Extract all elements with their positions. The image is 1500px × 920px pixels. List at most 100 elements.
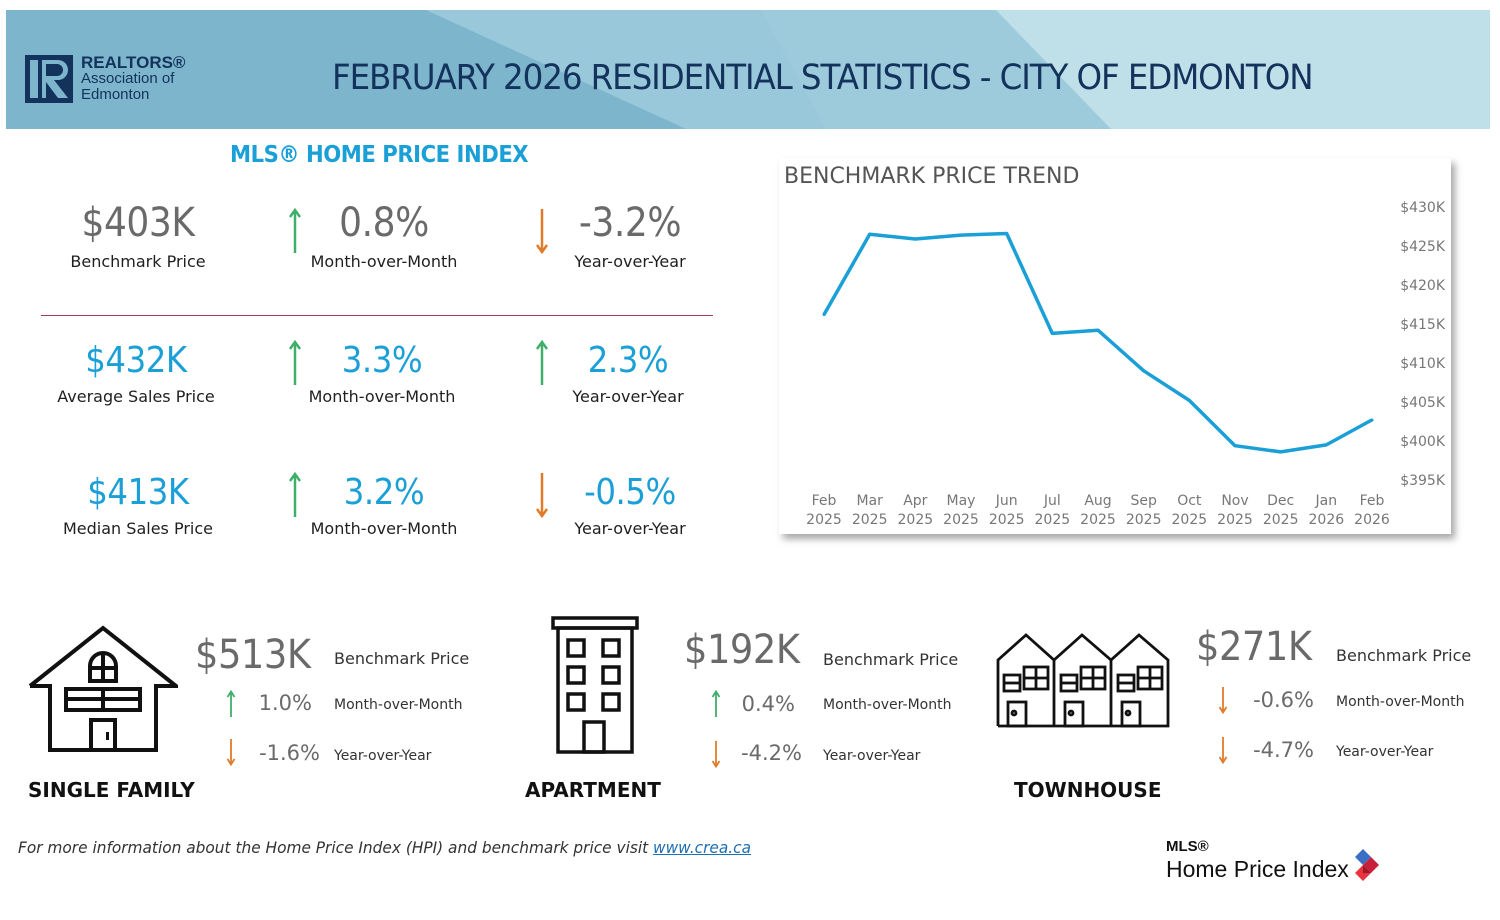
x-tick-label: Jun 2025: [989, 493, 1025, 528]
data-point: [1096, 328, 1100, 332]
benchmark-yoy-label: Year-over-Year: [574, 252, 686, 271]
benchmark-mom-label: Month-over-Month: [310, 252, 458, 271]
apartment-name: APARTMENT: [525, 778, 661, 802]
chart-canvas: BENCHMARK PRICE TREND $430K $425K $420K $41…: [784, 164, 1446, 528]
realtor-r-icon: [25, 55, 73, 103]
y-tick-label: $400K: [1400, 434, 1446, 450]
arrow-down-icon: [535, 473, 549, 518]
data-point: [959, 233, 963, 237]
data-point: [1050, 331, 1054, 335]
average-yoy-label: Year-over-Year: [572, 387, 684, 406]
median-price-label: Median Sales Price: [63, 519, 213, 538]
single-family-panel: $513K Benchmark Price 1.0% Month-over-Mo…: [0, 600, 490, 810]
y-tick-label: $410K: [1400, 356, 1446, 372]
average-price-value: $432K: [85, 340, 187, 381]
realtors-logo: REALTORS® Association of Edmonton: [25, 53, 186, 103]
townhouse-mom-label: Month-over-Month: [1336, 694, 1465, 710]
data-point: [913, 237, 917, 241]
footer-note: For more information about the Home Pric…: [18, 838, 751, 857]
benchmark-price-stat: $403K Benchmark Price: [48, 200, 228, 271]
arrow-down-icon: [1218, 687, 1228, 714]
hpi-diamond-icon: [1354, 849, 1379, 881]
page-title: FEBRUARY 2026 RESIDENTIAL STATISTICS - C…: [332, 58, 1314, 98]
y-tick-label: $430K: [1400, 200, 1446, 216]
logo-line-1: REALTORS®: [81, 53, 186, 72]
apartment-price-label: Benchmark Price: [823, 650, 959, 669]
x-tick-label: Oct 2025: [1172, 493, 1208, 528]
single-family-price-label: Benchmark Price: [334, 649, 470, 668]
arrow-down-icon: [535, 209, 549, 254]
y-tick-label: $425K: [1400, 239, 1446, 255]
data-point: [1233, 444, 1237, 448]
townhouse-panel: $271K Benchmark Price -0.6% Month-over-M…: [980, 600, 1490, 810]
townhouse-mom-value: -0.6%: [1253, 688, 1314, 712]
average-mom-stat: 3.3% Month-over-Month: [292, 340, 472, 406]
median-mom-label: Month-over-Month: [310, 519, 458, 538]
townhouse-yoy-label: Year-over-Year: [1336, 744, 1434, 760]
apartment-mom-value: 0.4%: [741, 692, 795, 716]
townhouse-row-icon: [996, 633, 1170, 728]
arrow-up-icon: [288, 472, 302, 517]
benchmark-trend-chart: BENCHMARK PRICE TREND $430K $425K $420K $41…: [779, 158, 1451, 534]
arrow-up-icon: [288, 208, 302, 253]
x-tick-label: May 2025: [943, 493, 979, 528]
arrow-up-icon: [711, 690, 721, 717]
chart-title: BENCHMARK PRICE TREND: [784, 164, 1079, 189]
data-point: [1324, 443, 1328, 447]
townhouse-price-label: Benchmark Price: [1336, 646, 1472, 665]
benchmark-price-value: $403K: [81, 200, 195, 246]
data-point: [1142, 369, 1146, 373]
townhouse-price: $271K: [1196, 624, 1312, 670]
arrow-up-icon: [535, 340, 549, 385]
single-family-mom-value: 1.0%: [258, 691, 312, 715]
benchmark-mom-stat: 0.8% Month-over-Month: [294, 200, 474, 271]
x-tick-label: Aug 2025: [1080, 493, 1116, 528]
single-family-name: SINGLE FAMILY: [28, 778, 195, 802]
section-divider: [41, 315, 713, 316]
series-group: [822, 231, 1374, 454]
townhouse-yoy-value: -4.7%: [1253, 738, 1314, 762]
apartment-panel: $192K Benchmark Price 0.4% Month-over-Mo…: [490, 600, 980, 810]
y-tick-label: $415K: [1400, 317, 1446, 333]
logo-line-3: Edmonton: [81, 86, 150, 103]
crea-link[interactable]: www.crea.ca: [653, 838, 752, 857]
apartment-yoy-value: -4.2%: [741, 741, 802, 765]
mls-logo-line-2: Home Price Index: [1166, 855, 1349, 882]
data-point: [1370, 418, 1374, 422]
x-tick-label: Dec 2025: [1263, 493, 1299, 528]
x-tick-label: Feb 2026: [1354, 493, 1390, 528]
x-tick-label: Feb 2025: [806, 493, 842, 528]
arrow-down-icon: [711, 741, 721, 768]
mls-logo-line-1: MLS®: [1166, 838, 1209, 855]
average-yoy-stat: 2.3% Year-over-Year: [538, 340, 718, 406]
y-axis: $430K $425K $420K $415K $410K $405K $400K $395K: [1400, 200, 1446, 489]
arrow-up-icon: [288, 340, 302, 385]
townhouse-name: TOWNHOUSE: [1014, 778, 1162, 802]
median-yoy-value: -0.5%: [584, 472, 676, 513]
x-tick-label: Jan 2026: [1309, 493, 1345, 528]
benchmark-mom-value: 0.8%: [339, 200, 429, 246]
data-point: [868, 232, 872, 236]
x-tick-label: Jul 2025: [1035, 493, 1071, 528]
benchmark-yoy-stat: -3.2% Year-over-Year: [540, 200, 720, 271]
average-yoy-value: 2.3%: [587, 340, 669, 381]
apartment-mom-label: Month-over-Month: [823, 697, 952, 713]
median-yoy-stat: -0.5% Year-over-Year: [540, 472, 720, 538]
single-family-yoy-value: -1.6%: [259, 741, 320, 765]
hpi-section-title: MLS® HOME PRICE INDEX: [230, 142, 529, 168]
mls-hpi-logo: MLS® Home Price Index: [1166, 838, 1381, 885]
average-price-label: Average Sales Price: [57, 387, 215, 406]
median-yoy-label: Year-over-Year: [574, 519, 686, 538]
median-mom-value: 3.2%: [343, 472, 425, 513]
median-mom-stat: 3.2% Month-over-Month: [294, 472, 474, 538]
single-family-mom-label: Month-over-Month: [334, 697, 463, 713]
y-tick-label: $405K: [1400, 395, 1446, 411]
arrow-up-icon: [226, 690, 236, 717]
arrow-down-icon: [226, 739, 236, 766]
median-price-stat: $413K Median Sales Price: [48, 472, 228, 538]
single-family-house-icon: [28, 625, 178, 752]
x-tick-label: Apr 2025: [898, 493, 934, 528]
x-tick-label: Nov 2025: [1217, 493, 1253, 528]
header-banner: REALTORS® Association of Edmonton FEBRUA…: [6, 10, 1490, 129]
single-family-price: $513K: [195, 632, 311, 678]
